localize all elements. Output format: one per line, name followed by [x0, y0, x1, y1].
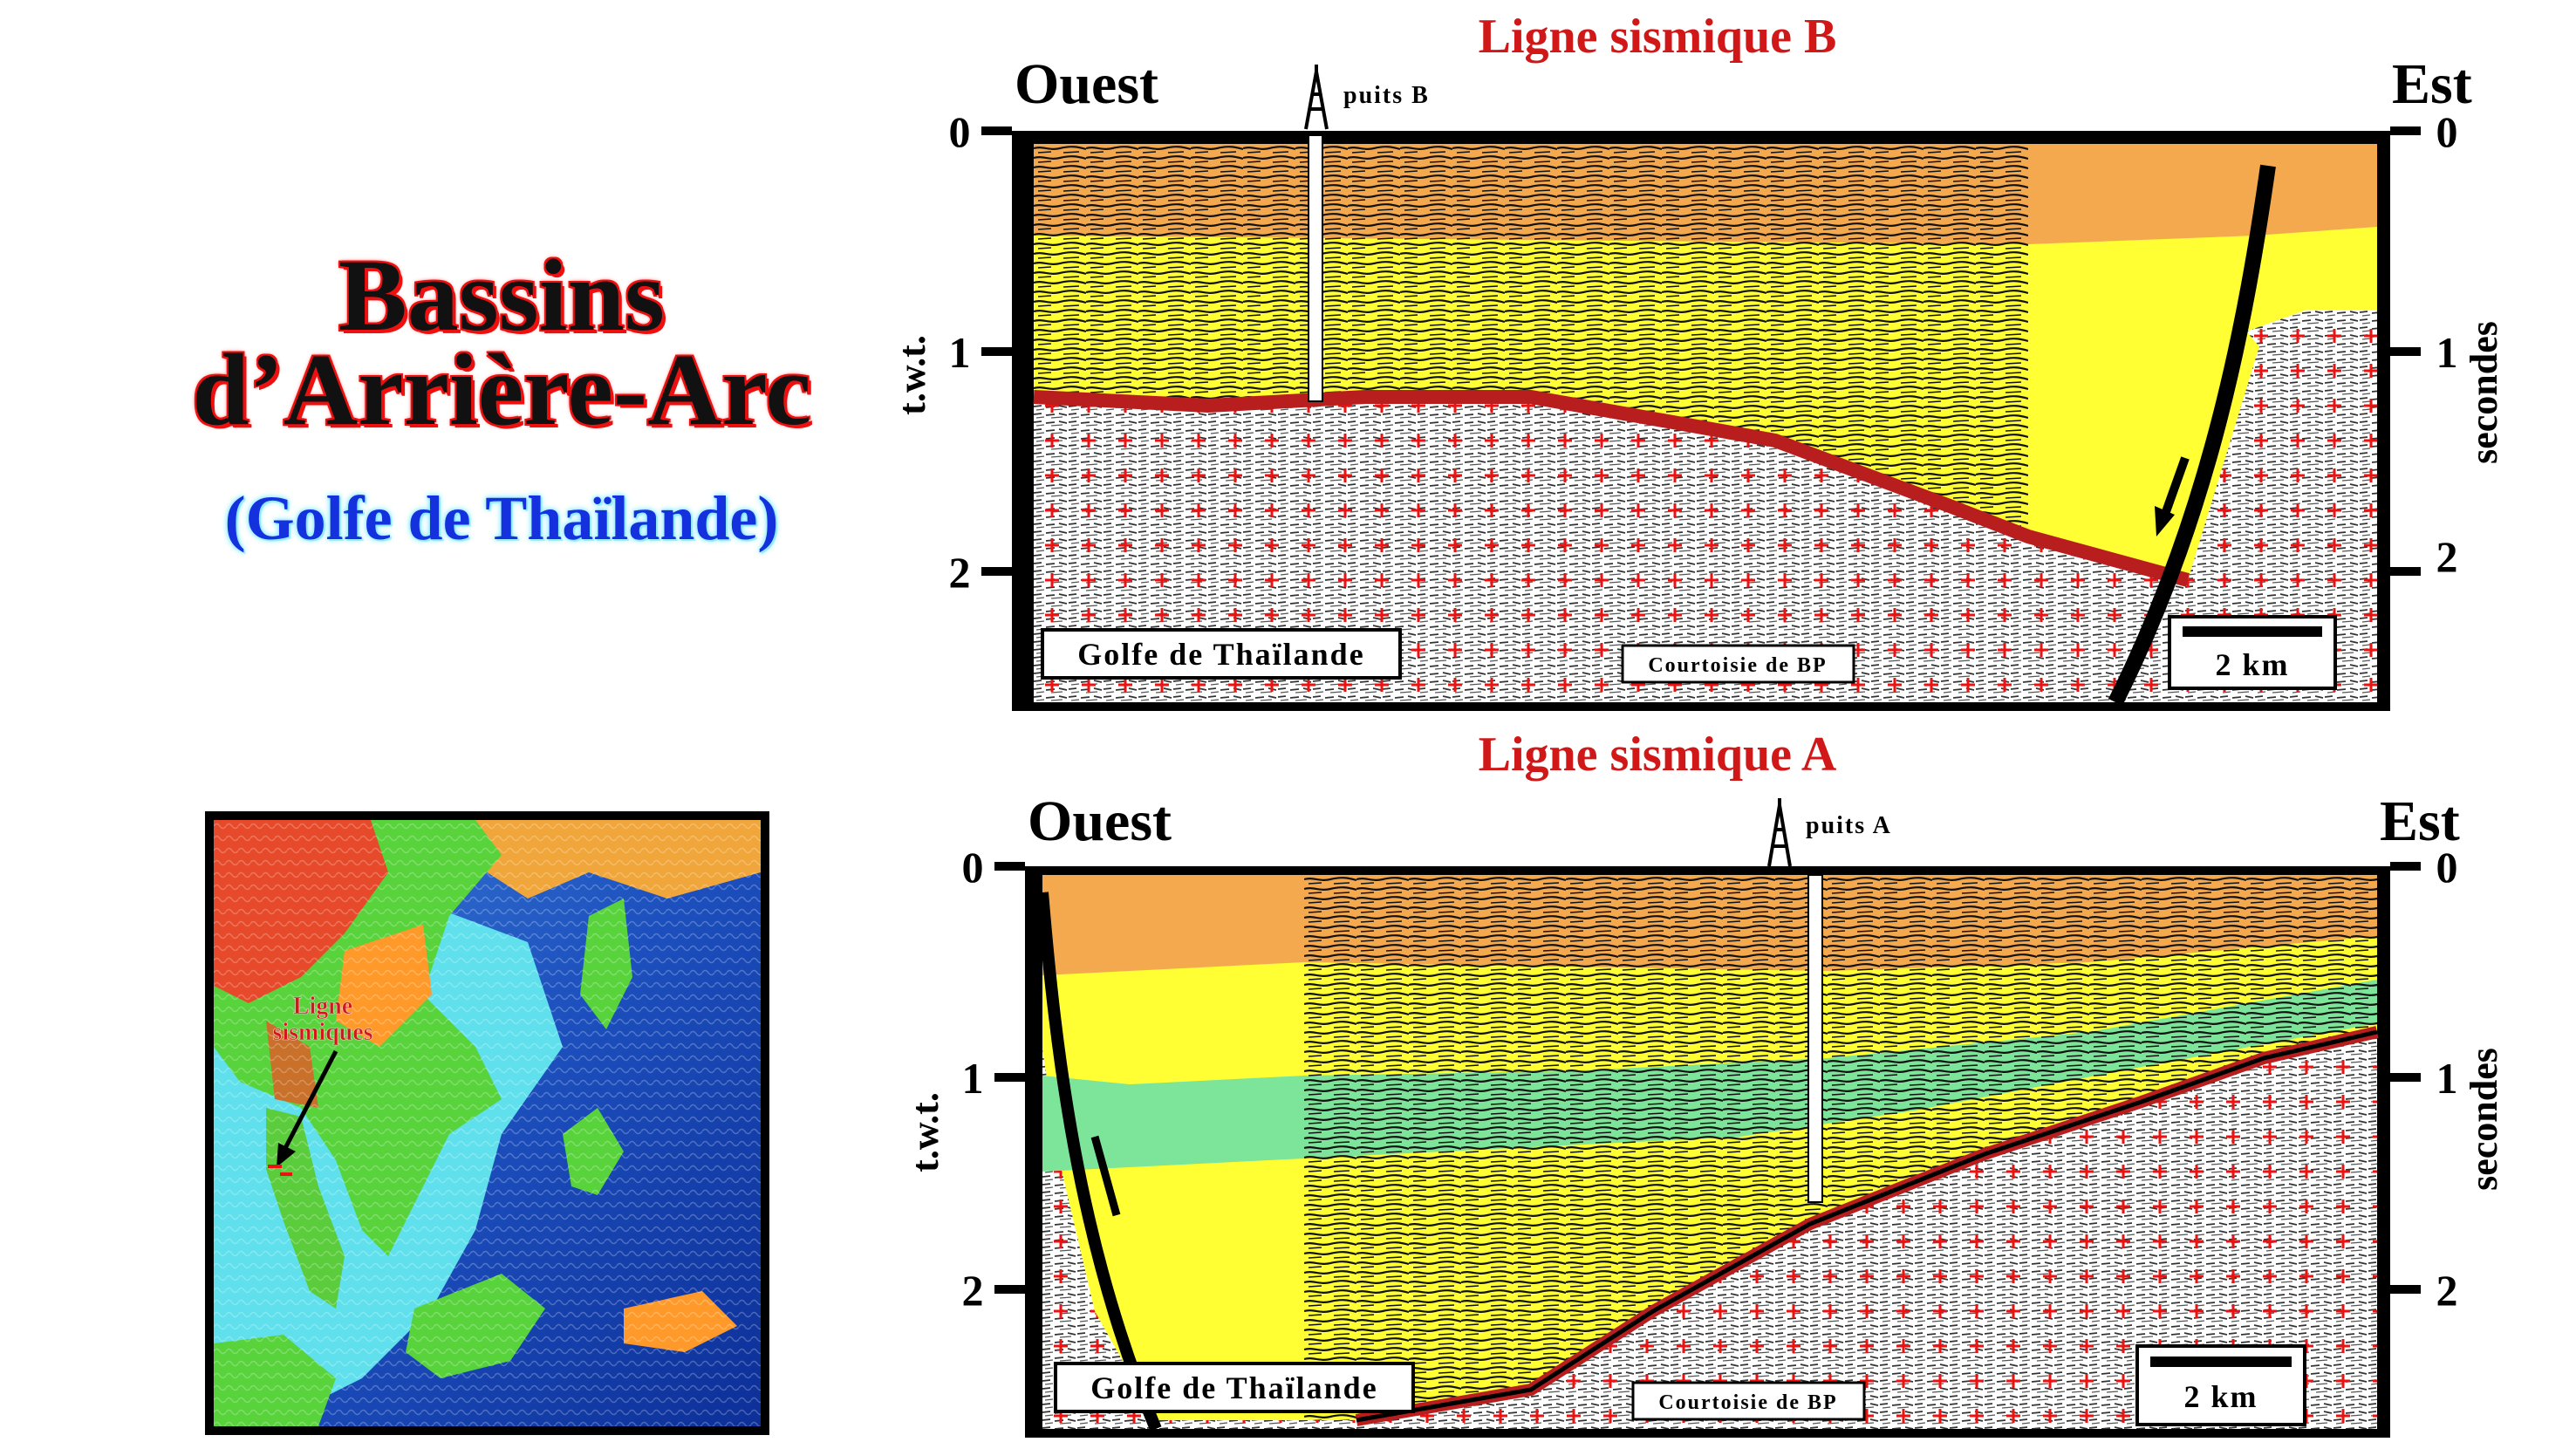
subtitle: (Golfe de Thaïlande) — [224, 483, 779, 553]
section-b-location-tag: Golfe de Thaïlande — [1041, 628, 1402, 680]
section-b-credit: Courtoisie de BP — [1621, 644, 1855, 684]
seismic-section-b: Ligne sismique B Ouest Est puits B — [872, 0, 2530, 724]
section-a-right-tick-1: 1 — [2436, 1054, 2458, 1103]
section-b-right-tick-2: 2 — [2436, 532, 2458, 581]
section-a-location-tag: Golfe de Thaïlande — [1054, 1362, 1415, 1413]
seismic-section-a: Ligne sismique A Ouest Est puits A — [872, 718, 2530, 1442]
section-b-right-tick-0: 0 — [2436, 107, 2458, 156]
main-title-line1: Bassins — [338, 238, 665, 352]
section-b-east-label: Est — [2392, 52, 2472, 116]
section-a-credit: Courtoisie de BP — [1631, 1381, 1866, 1421]
section-a-right-tick-2: 2 — [2436, 1266, 2458, 1315]
section-a-scale-bar: 2 km — [2135, 1344, 2306, 1426]
section-b-well-label: puits B — [1343, 82, 1430, 109]
section-a-tick-1: 1 — [962, 1054, 984, 1103]
section-b-left-axis-label: t.w.t. — [891, 335, 933, 415]
section-b-tick-2: 2 — [949, 548, 971, 597]
map-label-line2: sismiques — [272, 1019, 372, 1046]
section-b-west-label: Ouest — [1015, 52, 1158, 116]
section-b-right-axis: 0 1 2 secondes — [2390, 107, 2505, 581]
section-a-right-axis: 0 1 2 secondes — [2390, 843, 2505, 1315]
svg-text:Courtoisie de BP: Courtoisie de BP — [1648, 654, 1827, 677]
section-b-tick-0: 0 — [949, 107, 971, 156]
section-a-well-label: puits A — [1806, 812, 1892, 839]
derrick-icon — [1304, 65, 1329, 130]
derrick-icon — [1767, 798, 1792, 867]
section-a-tick-2: 2 — [962, 1266, 984, 1315]
section-a-right-axis-label: secondes — [2463, 1048, 2505, 1191]
main-title: Bassins d’Arrière-Arc — [96, 238, 907, 447]
section-a-west-label: Ouest — [1028, 789, 1172, 853]
section-a-left-axis-label: t.w.t. — [904, 1092, 946, 1172]
section-a-left-axis: 0 1 2 t.w.t. — [904, 843, 1025, 1315]
map-label-line1: Ligne — [293, 993, 352, 1020]
svg-text:2 km: 2 km — [2183, 1379, 2258, 1414]
svg-text:Golfe de Thaïlande: Golfe de Thaïlande — [1090, 1370, 1377, 1405]
svg-text:2 km: 2 km — [2215, 647, 2289, 682]
section-b-title: Ligne sismique B — [1479, 10, 1837, 64]
section-a-right-tick-0: 0 — [2436, 843, 2458, 892]
map-image: Ligne sismiques — [214, 820, 761, 1426]
svg-text:Golfe de Thaïlande: Golfe de Thaïlande — [1077, 637, 1364, 672]
section-b-left-axis: 0 1 2 t.w.t. — [891, 107, 1012, 597]
section-a-tick-0: 0 — [962, 843, 984, 892]
section-b-right-tick-1: 1 — [2436, 328, 2458, 377]
section-a-east-label: Est — [2380, 789, 2460, 853]
section-b-right-axis-label: secondes — [2463, 321, 2505, 464]
main-title-line2: d’Arrière-Arc — [192, 332, 811, 447]
section-a-title: Ligne sismique A — [1479, 728, 1837, 782]
section-b-scale-bar: 2 km — [2168, 615, 2337, 690]
location-map: Ligne sismiques — [205, 811, 769, 1435]
section-b-tick-1: 1 — [949, 328, 971, 377]
svg-text:Courtoisie de BP: Courtoisie de BP — [1658, 1391, 1837, 1414]
